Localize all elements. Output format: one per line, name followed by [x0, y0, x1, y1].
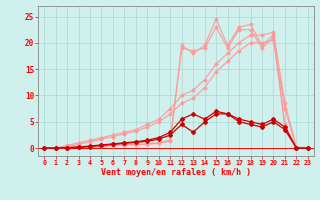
X-axis label: Vent moyen/en rafales ( km/h ): Vent moyen/en rafales ( km/h ): [101, 168, 251, 177]
